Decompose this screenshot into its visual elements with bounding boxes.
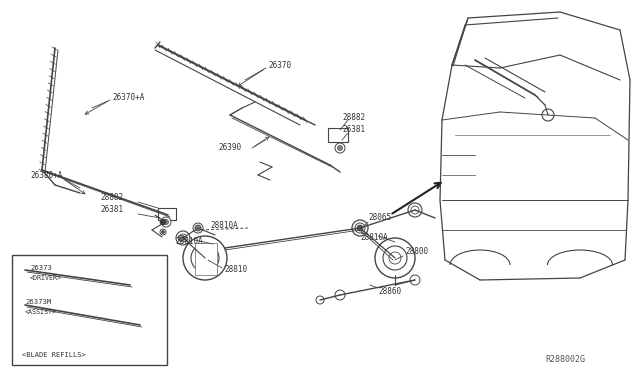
Circle shape [195, 225, 201, 231]
Text: 26373: 26373 [30, 265, 52, 271]
Circle shape [181, 236, 185, 240]
Bar [195, 243, 217, 275]
Circle shape [335, 143, 345, 153]
Text: 28800: 28800 [405, 247, 428, 257]
Circle shape [160, 219, 166, 225]
Circle shape [161, 231, 164, 234]
Circle shape [408, 203, 422, 217]
Circle shape [410, 275, 420, 285]
Circle shape [161, 217, 171, 227]
Text: 28810: 28810 [224, 266, 247, 275]
Circle shape [316, 296, 324, 304]
Circle shape [179, 234, 187, 242]
Text: R288002G: R288002G [545, 356, 585, 365]
Circle shape [160, 229, 166, 235]
Bar [158, 208, 176, 220]
Circle shape [335, 290, 345, 300]
Text: 26381: 26381 [100, 205, 123, 215]
Circle shape [389, 252, 401, 264]
Circle shape [383, 246, 407, 270]
Circle shape [193, 223, 203, 233]
Text: <DRIVER>: <DRIVER> [30, 275, 62, 281]
Bar [12, 255, 167, 365]
Text: 28065: 28065 [368, 214, 391, 222]
Text: 26370+A: 26370+A [112, 93, 145, 102]
Text: 26370: 26370 [268, 61, 291, 70]
Circle shape [337, 145, 342, 151]
Text: 28882: 28882 [342, 112, 365, 122]
Text: <ASSIST>: <ASSIST> [25, 309, 57, 315]
Circle shape [352, 220, 368, 236]
Text: 26373M: 26373M [25, 299, 51, 305]
Text: 26390: 26390 [218, 144, 241, 153]
Circle shape [411, 206, 419, 214]
Bar [328, 128, 348, 142]
Text: 28810A: 28810A [210, 221, 237, 230]
Circle shape [195, 225, 200, 231]
Circle shape [358, 225, 362, 231]
Text: 28810A: 28810A [175, 237, 203, 247]
Circle shape [183, 236, 227, 280]
Text: 28860: 28860 [378, 288, 401, 296]
Circle shape [163, 219, 168, 224]
Circle shape [191, 244, 219, 272]
Circle shape [355, 223, 365, 233]
Circle shape [375, 238, 415, 278]
Circle shape [357, 225, 363, 231]
Text: 28882: 28882 [100, 193, 123, 202]
Circle shape [198, 251, 212, 265]
Circle shape [542, 109, 554, 121]
Circle shape [176, 231, 190, 245]
Text: 26381: 26381 [342, 125, 365, 135]
Text: 26380+A: 26380+A [30, 170, 62, 180]
Circle shape [178, 235, 184, 241]
Text: 28810A: 28810A [360, 234, 388, 243]
Text: <BLADE REFILLS>: <BLADE REFILLS> [22, 352, 86, 358]
